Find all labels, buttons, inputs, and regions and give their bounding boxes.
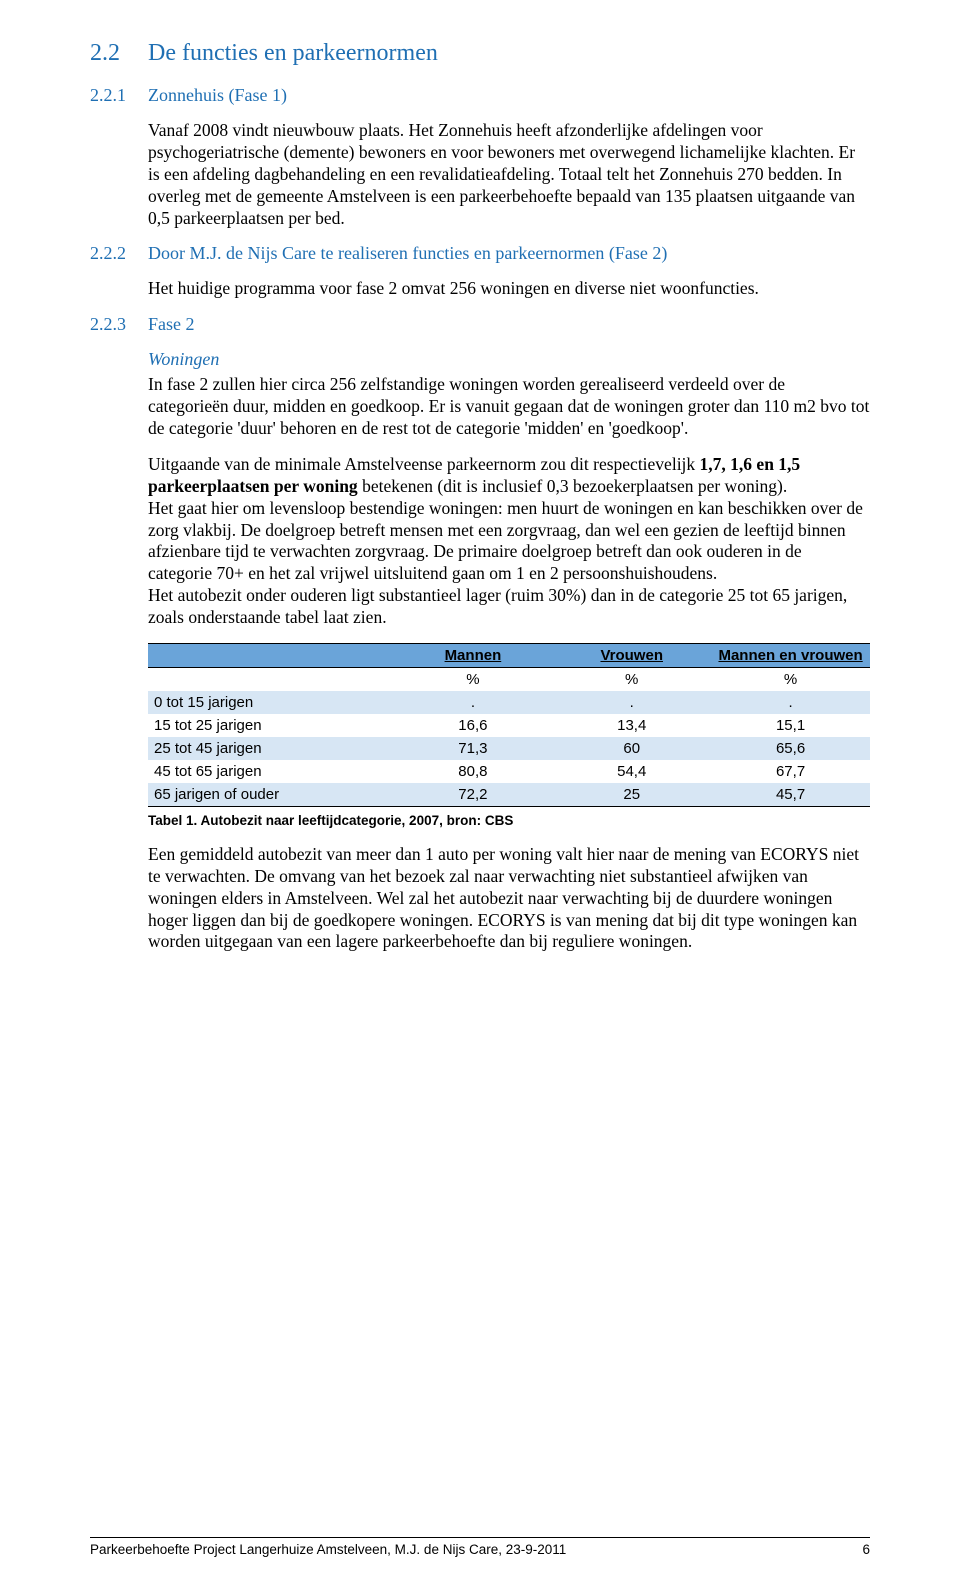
table-cell: % — [711, 667, 870, 691]
table-cell: 60 — [552, 737, 711, 760]
footer-text: Parkeerbehoefte Project Langerhuize Amst… — [90, 1542, 566, 1557]
heading-2-2-2: 2.2.2Door M.J. de Nijs Care te realisere… — [90, 243, 870, 264]
column-header: Mannen — [393, 643, 552, 667]
table-cell: 25 — [552, 783, 711, 807]
text-run: Uitgaande van de minimale Amstelveense p… — [148, 454, 700, 474]
table-cell: % — [552, 667, 711, 691]
table-row: % % % — [148, 667, 870, 691]
table-cell — [148, 667, 393, 691]
table-row: 25 tot 45 jarigen 71,3 60 65,6 — [148, 737, 870, 760]
column-header: Vrouwen — [552, 643, 711, 667]
paragraph: In fase 2 zullen hier circa 256 zelfstan… — [148, 374, 870, 440]
table-cell: 72,2 — [393, 783, 552, 807]
heading-2-2-3: 2.2.3Fase 2 — [90, 314, 870, 335]
table-header-row: Mannen Vrouwen Mannen en vrouwen — [148, 643, 870, 667]
document-page: 2.2De functies en parkeernormen 2.2.1Zon… — [0, 0, 960, 1579]
heading-number: 2.2.1 — [90, 85, 148, 106]
column-header: Mannen en vrouwen — [711, 643, 870, 667]
table-row: 15 tot 25 jarigen 16,6 13,4 15,1 — [148, 714, 870, 737]
table-cell: 65 jarigen of ouder — [148, 783, 393, 807]
text-run: betekenen (dit is inclusief 0,3 bezoeker… — [358, 476, 788, 496]
heading-number: 2.2 — [90, 40, 148, 67]
table-cell: 25 tot 45 jarigen — [148, 737, 393, 760]
table-cell: 80,8 — [393, 760, 552, 783]
table-cell: 45,7 — [711, 783, 870, 807]
car-ownership-table: Mannen Vrouwen Mannen en vrouwen % % % 0… — [148, 643, 870, 807]
table-cell: 13,4 — [552, 714, 711, 737]
paragraph: Uitgaande van de minimale Amstelveense p… — [148, 454, 870, 498]
table-cell: 15,1 — [711, 714, 870, 737]
table-cell: % — [393, 667, 552, 691]
table-cell: 16,6 — [393, 714, 552, 737]
section-2-2-1-body: Vanaf 2008 vindt nieuwbouw plaats. Het Z… — [148, 120, 870, 229]
table-cell: . — [552, 691, 711, 714]
heading-number: 2.2.3 — [90, 314, 148, 335]
heading-title: Zonnehuis (Fase 1) — [148, 85, 287, 105]
heading-2-2: 2.2De functies en parkeernormen — [90, 40, 870, 67]
section-2-2-3-body: Woningen In fase 2 zullen hier circa 256… — [148, 349, 870, 953]
table-cell: 45 tot 65 jarigen — [148, 760, 393, 783]
heading-number: 2.2.2 — [90, 243, 148, 264]
paragraph: Een gemiddeld autobezit van meer dan 1 a… — [148, 844, 870, 953]
table-caption: Tabel 1. Autobezit naar leeftijdcategori… — [148, 813, 870, 828]
table-row: 0 tot 15 jarigen . . . — [148, 691, 870, 714]
paragraph: Vanaf 2008 vindt nieuwbouw plaats. Het Z… — [148, 120, 870, 229]
heading-title: Door M.J. de Nijs Care te realiseren fun… — [148, 243, 667, 263]
paragraph: Het huidige programma voor fase 2 omvat … — [148, 278, 870, 300]
subheading-woningen: Woningen — [148, 349, 870, 370]
table-cell: 67,7 — [711, 760, 870, 783]
heading-title: De functies en parkeernormen — [148, 40, 438, 66]
section-2-2-2-body: Het huidige programma voor fase 2 omvat … — [148, 278, 870, 300]
paragraph: Het autobezit onder ouderen ligt substan… — [148, 585, 870, 629]
table-cell: 54,4 — [552, 760, 711, 783]
table-cell: 15 tot 25 jarigen — [148, 714, 393, 737]
table-cell: . — [711, 691, 870, 714]
table-row: 45 tot 65 jarigen 80,8 54,4 67,7 — [148, 760, 870, 783]
table-cell: . — [393, 691, 552, 714]
page-footer: Parkeerbehoefte Project Langerhuize Amst… — [90, 1537, 870, 1557]
table-row: 65 jarigen of ouder 72,2 25 45,7 — [148, 783, 870, 807]
heading-title: Fase 2 — [148, 314, 195, 334]
paragraph: Het gaat hier om levensloop bestendige w… — [148, 498, 870, 586]
table-cell: 65,6 — [711, 737, 870, 760]
table-cell: 71,3 — [393, 737, 552, 760]
column-header — [148, 643, 393, 667]
page-number: 6 — [862, 1542, 870, 1557]
heading-2-2-1: 2.2.1Zonnehuis (Fase 1) — [90, 85, 870, 106]
table-cell: 0 tot 15 jarigen — [148, 691, 393, 714]
